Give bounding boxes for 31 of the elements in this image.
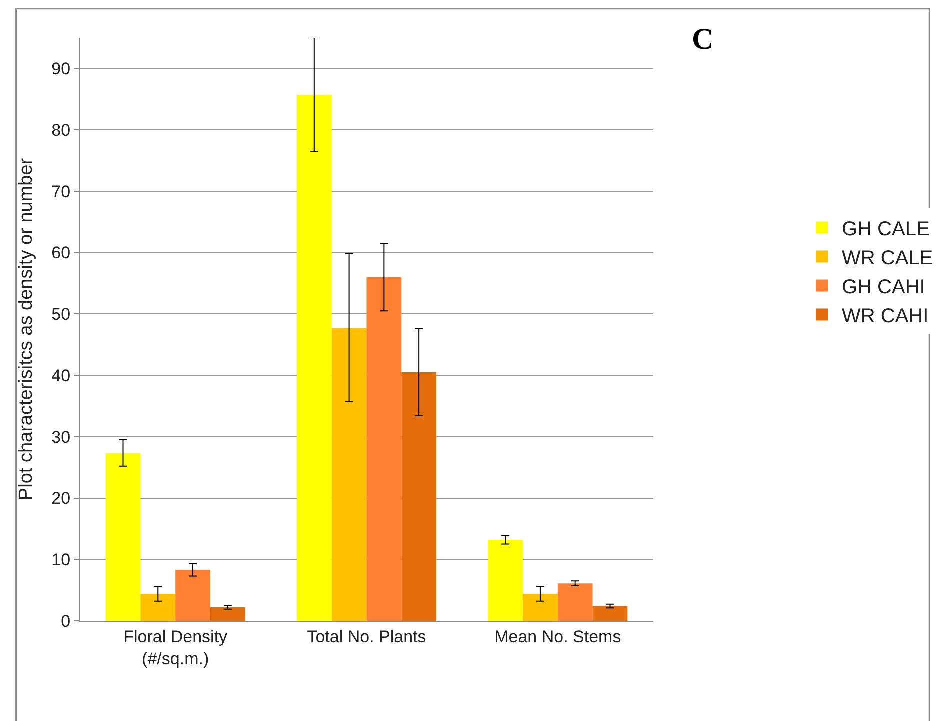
y-tick-label: 0 (61, 612, 71, 631)
bar (523, 594, 558, 621)
y-tick-label: 50 (52, 305, 71, 324)
bar (402, 372, 437, 621)
x-tick-label: Mean No. Stems (494, 627, 622, 646)
y-tick-label: 40 (52, 366, 71, 386)
bar (176, 570, 210, 621)
y-tick-label: 10 (52, 550, 71, 570)
bar (592, 606, 628, 621)
y-tick-label: 70 (52, 182, 71, 202)
y-tick-label: 60 (52, 244, 71, 263)
legend-label: GH CALE (842, 218, 930, 240)
bar (296, 95, 332, 621)
y-tick-label: 20 (52, 489, 71, 508)
bar (140, 594, 176, 621)
y-tick-label: 80 (52, 121, 71, 140)
bar (332, 328, 367, 621)
x-tick-label: Total No. Plants (307, 627, 426, 646)
text: C (692, 23, 714, 56)
bar (366, 277, 402, 621)
x-tick-label: Floral Density (#/sq.m.) (124, 627, 228, 668)
y-axis-title: Plot characterisitcs as density or number (16, 158, 37, 501)
legend-label: WR CAHI (842, 306, 929, 328)
bar (558, 584, 593, 621)
legend-label: WR CALE (842, 248, 934, 270)
bar (210, 608, 246, 621)
y-tick-label: 30 (52, 428, 71, 447)
legend-label: GH CAHI (842, 276, 926, 298)
bar (488, 540, 524, 621)
bar (106, 453, 141, 621)
y-tick-label: 90 (52, 60, 71, 79)
